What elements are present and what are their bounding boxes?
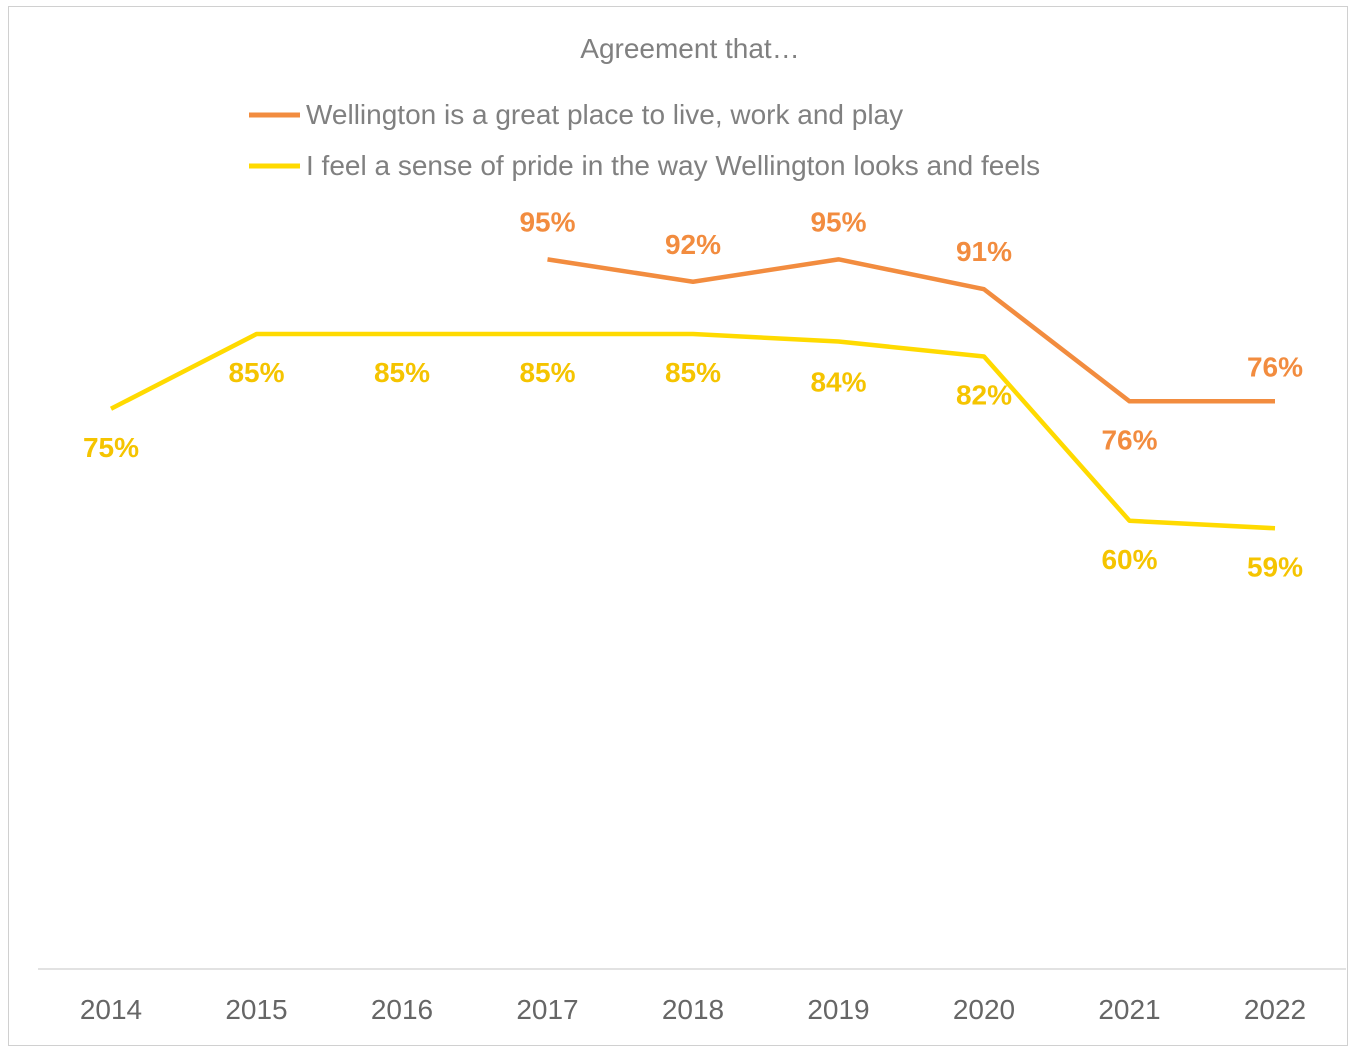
data-labels: 95% 92% 95% 91% 76% 76% 75% 85% 85% 85% 85% 84% 82% 6… xyxy=(83,206,1303,582)
data-label-wellington-great-place-2017: 95% xyxy=(519,206,575,237)
data-label-pride-in-wellington-2018: 85% xyxy=(665,357,721,388)
data-label-wellington-great-place-2021: 76% xyxy=(1101,424,1157,455)
data-label-pride-in-wellington-2017: 85% xyxy=(519,357,575,388)
x-tick-label-2015: 2015 xyxy=(225,994,287,1025)
data-label-pride-in-wellington-2019: 84% xyxy=(810,367,866,398)
data-label-pride-in-wellington-2022: 59% xyxy=(1247,551,1303,582)
data-label-wellington-great-place-2020: 91% xyxy=(956,236,1012,267)
x-tick-label-2014: 2014 xyxy=(80,994,142,1025)
data-label-pride-in-wellington-2020: 82% xyxy=(956,379,1012,410)
data-label-pride-in-wellington-2015: 85% xyxy=(228,357,284,388)
data-label-wellington-great-place-2022: 76% xyxy=(1247,351,1303,382)
x-tick-label-2021: 2021 xyxy=(1098,994,1160,1025)
legend: Wellington is a great place to live, wor… xyxy=(249,99,1040,181)
x-tick-label-2018: 2018 xyxy=(662,994,724,1025)
legend-item-pride-in-wellington: I feel a sense of pride in the way Welli… xyxy=(249,150,1040,181)
legend-label-pride-in-wellington: I feel a sense of pride in the way Welli… xyxy=(306,150,1040,181)
x-tick-label-2022: 2022 xyxy=(1244,994,1306,1025)
legend-item-wellington-great-place: Wellington is a great place to live, wor… xyxy=(249,99,903,130)
x-axis-ticks: 2014 2015 2016 2017 2018 2019 2020 2021 2022 xyxy=(80,994,1306,1025)
x-tick-label-2020: 2020 xyxy=(953,994,1015,1025)
chart-title: Agreement that… xyxy=(580,33,799,64)
x-tick-label-2019: 2019 xyxy=(807,994,869,1025)
series-line-pride-in-wellington xyxy=(109,331,1276,531)
series-layer xyxy=(109,257,1276,531)
data-label-pride-in-wellington-2014: 75% xyxy=(83,432,139,463)
data-label-pride-in-wellington-2016: 85% xyxy=(374,357,430,388)
x-tick-label-2017: 2017 xyxy=(516,994,578,1025)
series-line-wellington-great-place xyxy=(547,257,1275,404)
data-label-wellington-great-place-2018: 92% xyxy=(665,229,721,260)
legend-label-wellington-great-place: Wellington is a great place to live, wor… xyxy=(306,99,903,130)
data-label-pride-in-wellington-2021: 60% xyxy=(1101,544,1157,575)
data-label-wellington-great-place-2019: 95% xyxy=(810,206,866,237)
x-tick-label-2016: 2016 xyxy=(371,994,433,1025)
